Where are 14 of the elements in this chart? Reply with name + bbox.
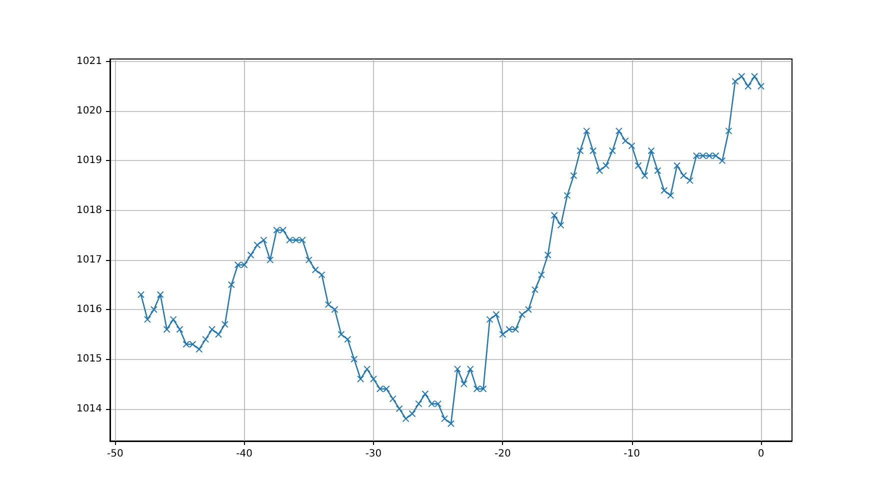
x-tick-label: -10 [624,448,640,460]
x-tick-label: -20 [494,448,511,460]
x-tick-label: -50 [106,448,124,460]
y-tick-label: 1017 [76,254,102,266]
y-tick-label: 1021 [76,56,102,67]
x-tick-label: -40 [236,448,253,460]
y-tick-label: 1014 [76,403,102,414]
x-tick-label: -30 [365,448,382,460]
x-tick-label: 0 [758,448,764,460]
y-tick-label: 1016 [76,304,102,316]
y-tick-label: 1015 [76,354,102,365]
y-tick-label: 1020 [76,106,102,117]
y-tick-label: 1018 [76,204,102,216]
y-tick-label: 1019 [76,155,102,166]
